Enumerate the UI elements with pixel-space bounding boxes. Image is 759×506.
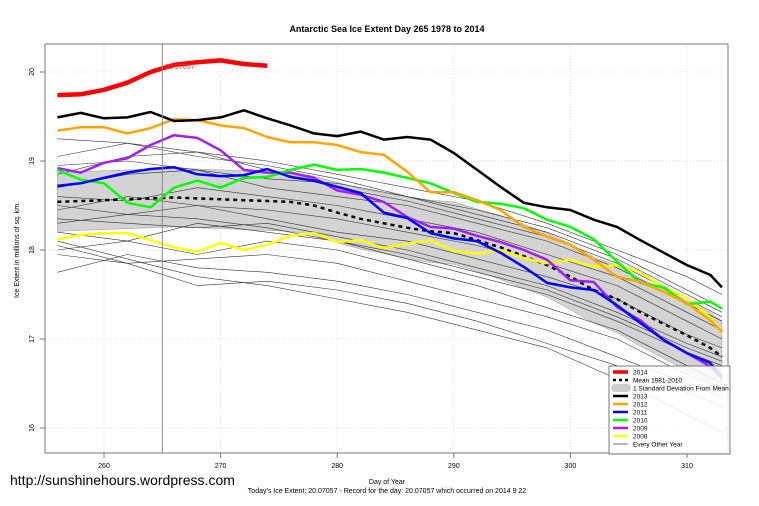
subtitle: Today's Ice Extent: 20.07057 - Record fo… xyxy=(248,488,527,495)
legend-label: Every Other Year xyxy=(633,442,683,449)
plot-frame xyxy=(44,43,729,454)
series-line-2011 xyxy=(57,165,723,379)
other-year-line xyxy=(57,222,723,366)
y-tick-label: 17 xyxy=(29,335,36,343)
x-tick-label: 270 xyxy=(215,463,227,470)
legend-label: 2010 xyxy=(633,418,648,425)
mean-line-group xyxy=(57,196,723,358)
legend-label: 2012 xyxy=(633,402,648,409)
series-line-2010 xyxy=(56,163,723,310)
y-tick-label: 18 xyxy=(29,246,36,254)
legend-box xyxy=(608,365,731,455)
legend-swatch xyxy=(611,384,631,392)
x-tick-label: 300 xyxy=(565,463,577,470)
other-year-line xyxy=(57,205,723,362)
y-axis-label: Ice Extent in millions of sq. km. xyxy=(14,202,21,298)
y-tick-label: 16 xyxy=(29,424,36,432)
chart-title: Antarctic Sea Ice Extent Day 265 1978 to… xyxy=(289,24,484,34)
x-tick-label: 310 xyxy=(681,463,693,470)
legend-label: 1 Standard Deviation From Mean xyxy=(633,386,729,393)
legend-label: 2014 xyxy=(633,370,648,377)
y-axis: 16 17 18 19 20 xyxy=(29,68,45,432)
other-year-line xyxy=(57,196,723,340)
y-tick-label: 19 xyxy=(29,157,36,165)
legend-label: Mean 1981-2010 xyxy=(633,378,683,385)
series-line-2013 xyxy=(57,109,723,289)
other-year-line xyxy=(57,254,723,389)
legend-label: 2011 xyxy=(633,410,647,417)
y-tick-label: 20 xyxy=(29,68,36,76)
legend-label: 2008 xyxy=(633,434,648,441)
x-tick-label: 260 xyxy=(98,463,110,470)
other-year-line xyxy=(57,142,723,295)
x-tick-label: 280 xyxy=(331,463,343,470)
mean-line xyxy=(57,196,723,358)
annotation-label: 20.07057 xyxy=(165,64,194,71)
x-axis: 260 270 280 290 300 310 xyxy=(98,453,693,470)
x-tick-label: 290 xyxy=(448,463,460,470)
other-year-line xyxy=(57,240,723,384)
other-year-line xyxy=(57,151,723,318)
legend-label: 2009 xyxy=(633,426,648,433)
x-axis-label: Day of Year xyxy=(369,479,406,486)
legend-label: 2013 xyxy=(633,394,648,401)
website-url[interactable]: http://sunshinehours.wordpress.com xyxy=(10,472,235,488)
other-year-line xyxy=(57,169,723,322)
